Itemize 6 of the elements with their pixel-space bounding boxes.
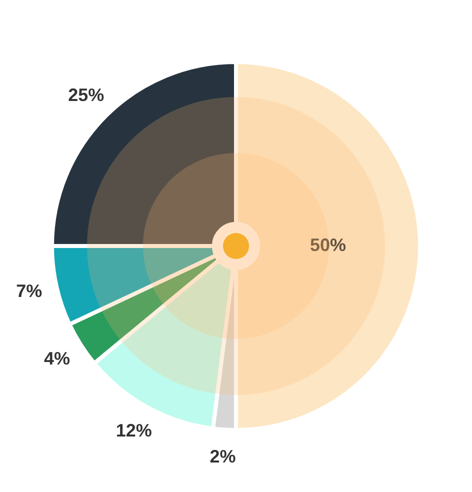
data-label: 12%	[116, 420, 152, 441]
data-label: 50%	[310, 234, 346, 255]
data-label: 2%	[210, 446, 236, 467]
data-label: 4%	[44, 348, 70, 369]
data-label: 7%	[16, 281, 42, 302]
data-label: 25%	[68, 85, 104, 106]
